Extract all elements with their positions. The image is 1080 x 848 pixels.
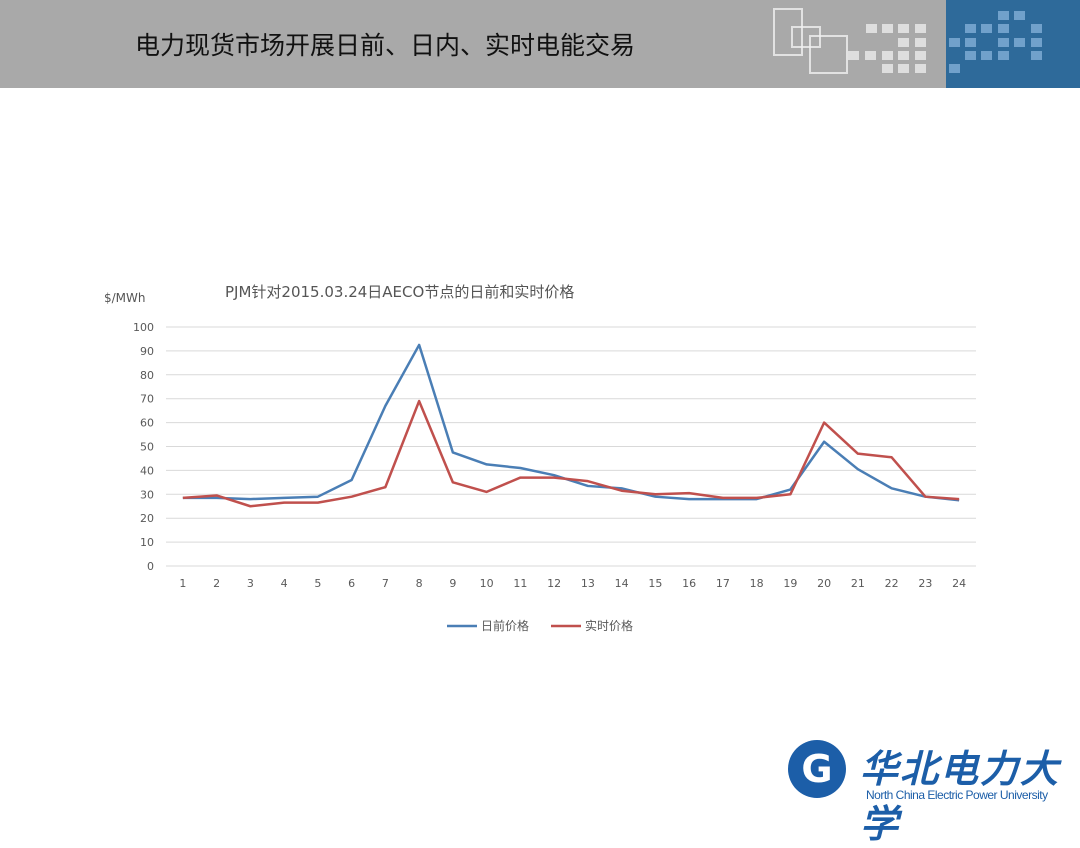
- x-tick-label: 24: [952, 577, 966, 590]
- y-tick-label: 80: [140, 369, 154, 382]
- y-tick-label: 30: [140, 488, 154, 501]
- x-tick-label: 12: [547, 577, 561, 590]
- x-tick-label: 17: [716, 577, 730, 590]
- legend-label: 日前价格: [481, 618, 529, 633]
- y-tick-label: 20: [140, 512, 154, 525]
- y-tick-label: 10: [140, 536, 154, 549]
- y-tick-label: 50: [140, 441, 154, 454]
- y-tick-label: 40: [140, 464, 154, 477]
- x-tick-label: 2: [213, 577, 220, 590]
- x-tick-label: 6: [348, 577, 355, 590]
- y-tick-label: 70: [140, 393, 154, 406]
- y-tick-label: 90: [140, 345, 154, 358]
- legend-label: 实时价格: [585, 618, 633, 633]
- x-tick-label: 9: [449, 577, 456, 590]
- series-line-2: [183, 401, 959, 506]
- university-logo: G 华北电力大学 North China Electric Power Univ…: [788, 738, 1068, 808]
- logo-english-name: North China Electric Power University: [866, 788, 1048, 802]
- x-tick-label: 18: [750, 577, 764, 590]
- x-tick-label: 21: [851, 577, 865, 590]
- x-tick-label: 13: [581, 577, 595, 590]
- x-tick-label: 4: [281, 577, 288, 590]
- logo-emblem: G: [788, 740, 846, 798]
- x-tick-label: 7: [382, 577, 389, 590]
- x-tick-label: 23: [918, 577, 932, 590]
- x-tick-label: 1: [179, 577, 186, 590]
- x-tick-label: 8: [416, 577, 423, 590]
- x-tick-label: 11: [513, 577, 527, 590]
- x-tick-label: 20: [817, 577, 831, 590]
- x-tick-label: 3: [247, 577, 254, 590]
- x-tick-label: 10: [480, 577, 494, 590]
- x-tick-label: 14: [615, 577, 629, 590]
- x-tick-label: 5: [314, 577, 321, 590]
- x-tick-label: 22: [885, 577, 899, 590]
- y-tick-label: 60: [140, 417, 154, 430]
- x-tick-label: 16: [682, 577, 696, 590]
- y-tick-label: 100: [133, 321, 154, 334]
- line-chart: PJM针对2015.03.24日AECO节点的日前和实时价格 $/MWh 0 10…: [0, 0, 1080, 810]
- y-tick-label: 0: [147, 560, 154, 573]
- chart-title: PJM针对2015.03.24日AECO节点的日前和实时价格: [225, 283, 574, 301]
- x-tick-label: 15: [648, 577, 662, 590]
- y-axis-label: $/MWh: [104, 291, 146, 305]
- x-tick-label: 19: [783, 577, 797, 590]
